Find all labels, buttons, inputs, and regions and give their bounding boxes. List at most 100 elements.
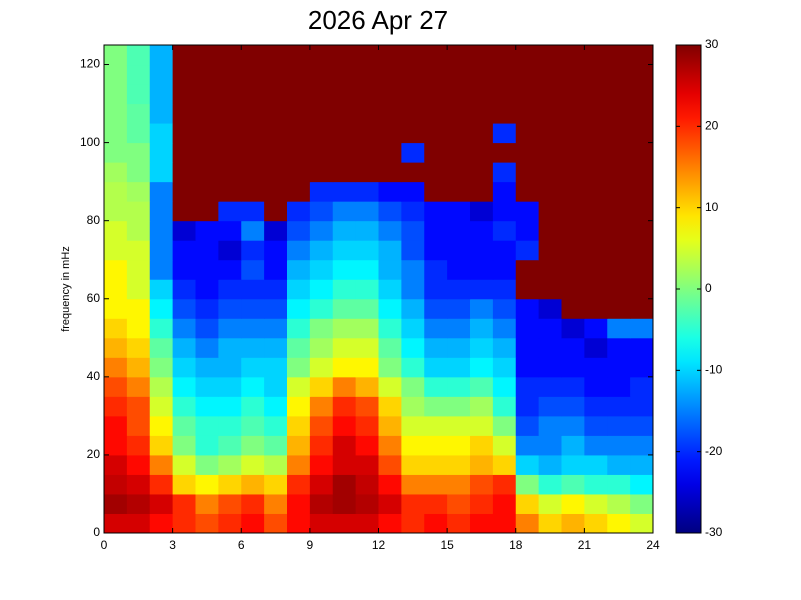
heatmap-cell [264,64,288,85]
heatmap-cell [241,376,265,397]
heatmap-cell [538,123,562,144]
heatmap-cell [607,357,631,378]
heatmap-cell [309,337,334,358]
heatmap-cell [332,357,357,378]
heatmap-cell [355,513,379,534]
heatmap-cell [332,45,357,66]
heatmap-cell [378,162,402,183]
heatmap-cell [264,474,288,495]
heatmap-cell [264,162,288,183]
heatmap-cell [195,493,219,514]
heatmap-cell [378,201,402,222]
heatmap-cell [126,357,151,378]
heatmap-cell [241,64,265,85]
heatmap-cell [195,142,219,163]
x-tick-label: 15 [440,538,454,552]
heatmap-cell [492,357,517,378]
heatmap-cell [515,181,540,202]
heatmap-cell [515,435,540,456]
heatmap-cell [492,103,517,124]
heatmap-cell [538,337,562,358]
heatmap-cell [355,162,379,183]
heatmap-cell [378,337,402,358]
heatmap-cell [607,279,631,300]
heatmap-cell [126,415,151,436]
heatmap-cell [287,415,311,436]
chart-title: 2026 Apr 27 [308,5,448,35]
heatmap-cell [584,123,608,144]
x-tick-label: 21 [578,538,592,552]
heatmap-cell [149,337,174,358]
heatmap-cell [218,435,242,456]
heatmap-cell [172,454,196,475]
heatmap-cell [607,454,631,475]
heatmap-cell [355,415,379,436]
heatmap-cell [149,435,174,456]
heatmap-cell [584,454,608,475]
heatmap-cell [607,513,631,534]
heatmap-cell [287,513,311,534]
heatmap-cell [607,337,631,358]
heatmap-cell [447,201,471,222]
heatmap-cell [355,298,379,319]
heatmap-cell [630,298,654,319]
heatmap-cell [149,45,174,66]
heatmap-cell [492,84,517,105]
heatmap-cell [241,259,265,280]
heatmap-cell [309,64,334,85]
heatmap-cell [492,435,517,456]
heatmap-cell [195,181,219,202]
heatmap-cell [515,474,540,495]
heatmap-cell [104,298,128,319]
heatmap-cell [241,415,265,436]
heatmap-cell [241,318,265,339]
heatmap-cell [584,298,608,319]
heatmap-cell [424,454,448,475]
heatmap-cell [630,240,654,261]
heatmap-cell [172,279,196,300]
heatmap-cell [515,357,540,378]
heatmap-cell [561,493,585,514]
heatmap-cell [561,337,585,358]
heatmap-cell [515,259,540,280]
heatmap-cell [378,493,402,514]
heatmap-cell [172,142,196,163]
heatmap-cell [264,357,288,378]
heatmap-cell [332,279,357,300]
heatmap-cell [309,201,334,222]
heatmap-cell [470,259,494,280]
heatmap-cell [126,513,151,534]
heatmap-cell [195,454,219,475]
heatmap-cell [309,181,334,202]
heatmap-cell [401,415,425,436]
heatmap-cell [126,64,151,85]
heatmap-cell [241,435,265,456]
heatmap-cell [401,298,425,319]
heatmap-cell [447,103,471,124]
heatmap-cell [332,318,357,339]
heatmap-cell [447,123,471,144]
heatmap-cell [401,181,425,202]
heatmap-cell [149,318,174,339]
heatmap-cell [378,474,402,495]
heatmap-cell [584,493,608,514]
heatmap-cell [287,259,311,280]
heatmap-cell [447,181,471,202]
heatmap-cell [149,123,174,144]
heatmap-cell [355,493,379,514]
heatmap-cell [538,103,562,124]
heatmap-cell [424,279,448,300]
heatmap-cell [447,396,471,417]
heatmap-cell [104,454,128,475]
heatmap-cell [126,454,151,475]
heatmap-cell [149,162,174,183]
heatmap-cell [264,142,288,163]
heatmap-cell [355,279,379,300]
heatmap-cell [332,201,357,222]
heatmap-cell [287,396,311,417]
heatmap-cell [264,376,288,397]
heatmap-cell [584,201,608,222]
x-tick-label: 18 [509,538,523,552]
x-tick-label: 24 [646,538,660,552]
